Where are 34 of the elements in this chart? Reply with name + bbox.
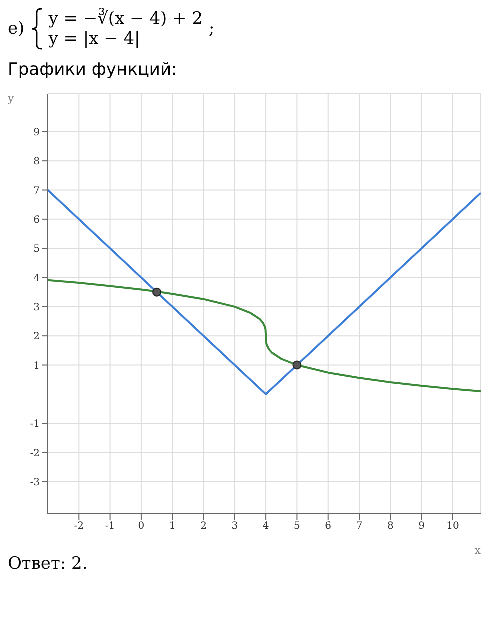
y-tick-label: 2 [34, 332, 40, 343]
x-tick-label: 2 [200, 521, 207, 532]
line-series [48, 279, 481, 392]
x-tick-label: 1 [169, 521, 176, 532]
x-tick-label: 7 [356, 521, 363, 532]
x-tick-label: 5 [294, 521, 300, 532]
text: y = −∛(x − 4) + 2 [48, 9, 204, 29]
y-tick-label: 1 [34, 360, 40, 372]
x-tick-label: -1 [105, 521, 116, 532]
y-tick-label: -3 [30, 477, 40, 488]
y-tick-label: 7 [34, 186, 40, 197]
x-tick-label: 9 [418, 521, 425, 532]
x-tick-label: 3 [232, 521, 238, 532]
text: y = |x − 4| [48, 29, 142, 49]
x-tick-label: 0 [138, 521, 145, 532]
y-tick-label: 5 [34, 244, 40, 256]
x-tick-label: 4 [262, 521, 270, 532]
y-axis-title: y [7, 92, 15, 105]
x-axis-title: x [474, 544, 482, 557]
text: е) [8, 19, 25, 39]
y-tick-label: -1 [30, 419, 40, 430]
text: Ответ: 2. [8, 554, 88, 574]
chart-title: Графики функций: [8, 60, 178, 80]
y-tick-label: 6 [34, 214, 40, 226]
x-tick-label: 10 [446, 521, 460, 532]
x-tick-label: 6 [325, 521, 332, 532]
text: ; [209, 19, 215, 39]
y-tick-label: -2 [30, 448, 40, 460]
y-tick-label: 3 [34, 302, 40, 314]
x-tick-label: 8 [387, 521, 394, 532]
y-tick-label: 9 [34, 127, 40, 138]
x-tick-label: -2 [74, 521, 84, 532]
y-tick-label: 8 [34, 156, 40, 168]
y-tick-label: 4 [34, 273, 40, 284]
